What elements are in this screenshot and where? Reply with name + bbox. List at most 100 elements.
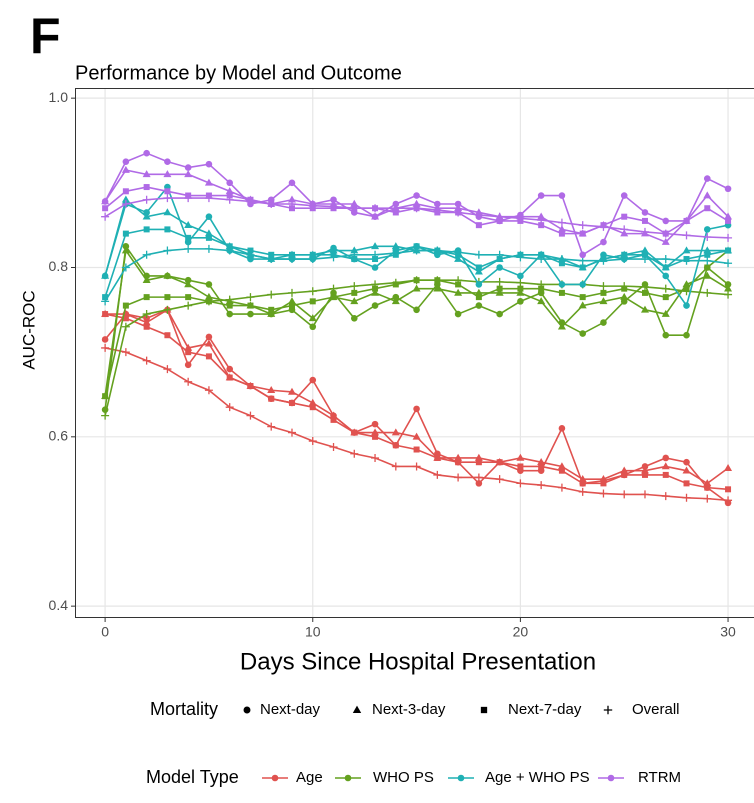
marker [495, 212, 504, 221]
marker [703, 246, 712, 254]
legend-label: Next-7-day [508, 701, 582, 718]
marker [164, 294, 171, 301]
marker [413, 243, 420, 250]
marker [455, 459, 462, 466]
marker [143, 314, 150, 322]
marker [164, 188, 171, 195]
marker [268, 395, 275, 402]
marker [434, 454, 441, 461]
marker [496, 217, 503, 224]
legend-key [607, 774, 615, 782]
marker [121, 263, 130, 272]
marker [683, 331, 690, 339]
marker [517, 298, 524, 305]
marker [662, 471, 669, 478]
legend-label: Next-day [260, 701, 321, 718]
marker [516, 288, 525, 296]
marker [287, 428, 296, 437]
legend-label: Age [296, 769, 323, 786]
marker [662, 454, 670, 462]
marker [225, 195, 234, 204]
marker [122, 302, 129, 309]
marker [101, 343, 110, 352]
panel-label: F [30, 8, 61, 64]
marker [661, 492, 670, 501]
marker [579, 251, 586, 259]
marker [683, 302, 690, 309]
marker [288, 251, 295, 258]
marker [204, 244, 213, 253]
marker [184, 244, 193, 253]
marker [599, 256, 608, 265]
marker [725, 486, 732, 493]
marker [268, 306, 275, 313]
marker [538, 222, 545, 229]
marker [578, 301, 587, 309]
marker [599, 489, 608, 498]
marker [185, 234, 192, 241]
marker [661, 309, 670, 317]
marker [205, 160, 213, 168]
marker [704, 251, 711, 258]
marker [474, 267, 483, 275]
marker [309, 404, 316, 411]
marker [537, 481, 546, 490]
marker [329, 411, 338, 419]
marker [391, 204, 400, 213]
marker [641, 217, 648, 224]
marker [268, 251, 275, 258]
marker [620, 255, 629, 264]
marker [287, 288, 296, 297]
marker [350, 449, 359, 458]
marker [350, 297, 359, 305]
marker [558, 281, 566, 288]
marker [621, 251, 628, 258]
marker [603, 705, 613, 715]
series-line [104, 248, 729, 397]
marker [475, 264, 482, 271]
marker [267, 309, 276, 317]
marker [579, 480, 586, 487]
marker [640, 466, 649, 474]
marker [308, 287, 317, 296]
marker [101, 411, 110, 420]
marker [205, 234, 212, 241]
marker [661, 229, 670, 238]
marker [454, 276, 463, 285]
marker [703, 233, 712, 242]
marker [599, 474, 608, 482]
marker [495, 288, 504, 296]
marker [620, 192, 628, 199]
x-axis-title: Days Since Hospital Presentation [240, 648, 596, 675]
marker [496, 285, 503, 292]
marker [475, 222, 482, 229]
marker [205, 333, 213, 341]
marker [143, 209, 150, 216]
legend-label: RTRM [638, 769, 681, 786]
marker [682, 231, 691, 240]
marker [640, 490, 649, 499]
marker [121, 165, 130, 173]
marker [371, 242, 380, 250]
marker [558, 289, 565, 296]
marker [329, 202, 338, 211]
marker [578, 474, 587, 482]
marker [163, 208, 172, 216]
marker [557, 255, 566, 264]
marker [184, 170, 193, 178]
marker [142, 212, 151, 220]
marker [371, 288, 380, 296]
marker [682, 493, 691, 502]
marker [620, 225, 629, 234]
marker [661, 462, 670, 470]
marker [557, 322, 566, 330]
marker [517, 463, 524, 470]
axes: 0.4 0.6 0.8 1.0 0 10 20 30 [49, 89, 737, 640]
marker [101, 297, 110, 306]
marker [600, 480, 607, 487]
marker [724, 290, 733, 299]
marker [454, 200, 462, 208]
marker [391, 462, 400, 471]
marker [184, 276, 192, 284]
marker [121, 199, 130, 208]
